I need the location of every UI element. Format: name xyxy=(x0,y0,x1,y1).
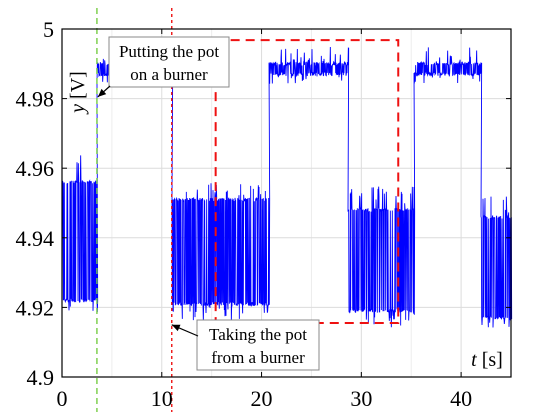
annotation-put-on-line-2: on a burner xyxy=(130,65,208,84)
x-axis-unit: [s] xyxy=(477,349,503,371)
x-tick-label: 0 xyxy=(57,386,68,411)
annotation-put-on-line-1: Putting the pot xyxy=(119,42,219,61)
annotation-put-on-box xyxy=(108,36,230,88)
y-tick-label: 4.92 xyxy=(16,295,55,320)
annotation-take-off-box xyxy=(196,319,320,371)
y-axis-var: y xyxy=(67,104,89,115)
annotation-take-off: Taking the pot from a burner xyxy=(171,319,320,371)
y-tick-label: 5 xyxy=(43,17,54,42)
y-tick-label: 4.9 xyxy=(27,365,55,390)
ticks: 0 10 20 30 40 4.9 4.92 4.94 4.96 4.98 5 xyxy=(16,17,511,411)
x-axis-title: t [s] xyxy=(471,349,503,371)
y-axis-title: y [V] xyxy=(67,71,89,115)
x-tick-label: 30 xyxy=(350,386,372,411)
annotation-put-on-arrowhead xyxy=(97,88,107,97)
annotation-take-off-line-2: from a burner xyxy=(211,348,305,367)
annotation-put-on: Putting the pot on a burner xyxy=(97,36,230,98)
x-tick-label: 10 xyxy=(151,386,173,411)
y-tick-label: 4.98 xyxy=(16,87,55,112)
x-tick-label: 20 xyxy=(251,386,273,411)
y-axis-unit: [V] xyxy=(67,71,89,104)
annotation-take-off-line-1: Taking the pot xyxy=(209,325,307,344)
y-tick-label: 4.96 xyxy=(16,156,55,181)
x-axis-var: t xyxy=(471,349,477,371)
y-tick-label: 4.94 xyxy=(16,226,55,251)
annotation-take-off-arrowhead xyxy=(171,324,181,332)
x-tick-label: 40 xyxy=(450,386,472,411)
plot-frame xyxy=(61,28,512,378)
